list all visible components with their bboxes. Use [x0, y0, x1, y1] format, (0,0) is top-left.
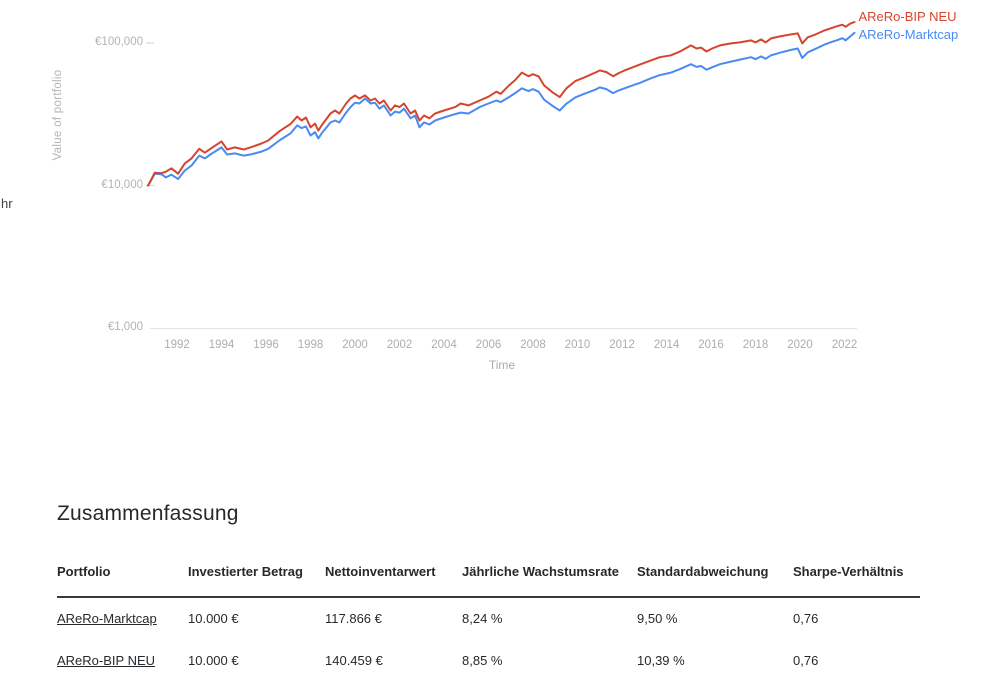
x-tick-label: 2016	[698, 339, 724, 351]
x-tick-label: 2020	[787, 339, 813, 351]
x-tick-label: 2000	[342, 339, 368, 351]
summary-table-header-row: Portfolio Investierter Betrag Nettoinventa…	[57, 556, 920, 598]
cell-stddev: 9,50 %	[637, 611, 678, 626]
cell-nav: 117.866 €	[325, 611, 382, 626]
x-tick-label: 2002	[386, 339, 413, 351]
x-tick-label: 1994	[208, 339, 235, 351]
cell-sharpe: 0,76	[793, 611, 819, 626]
x-tick-label: 2010	[564, 339, 591, 351]
y-tick-label: €1,000	[107, 321, 143, 333]
y-tick-label: €100,000	[95, 36, 143, 48]
portfolio-link-arero-bip-neu[interactable]: AReRo-BIP NEU	[57, 653, 156, 668]
y-axis-title: Value of portfolio	[52, 69, 64, 161]
x-tick-label: 2006	[475, 339, 502, 351]
column-header-nettoinventarwert: Nettoinventarwert	[325, 556, 462, 598]
x-tick-label: 2022	[831, 339, 858, 351]
summary-table: Portfolio Investierter Betrag Nettoinventa…	[57, 556, 920, 681]
column-header-j-hrliche-wachstumsrate: Jährliche Wachstumsrate	[462, 556, 637, 598]
cell-nav: 140.459 €	[325, 653, 383, 668]
x-tick-label: 1996	[253, 339, 279, 351]
column-header-sharpe-verh-ltnis: Sharpe-Verhältnis	[793, 556, 920, 598]
column-header-portfolio: Portfolio	[57, 556, 188, 598]
x-tick-label: 1992	[164, 339, 190, 351]
portfolio-value-chart: Value of portfolio Time €100,000 €10,000 €…	[0, 0, 1000, 400]
x-axis-title: Time	[488, 358, 516, 372]
cell-cagr: 8,24 %	[462, 611, 503, 626]
table-row-arero-marktcap: AReRo-Marktcap 10.000 € 117.866 € 8,24 % 9,5…	[57, 597, 920, 640]
series-line-arero-bip-neu[interactable]	[147, 21, 856, 187]
portfolio-link-arero-marktcap[interactable]: AReRo-Marktcap	[57, 611, 157, 626]
table-row-arero-bip-neu: AReRo-BIP NEU 10.000 € 140.459 € 8,85 % 10,3…	[57, 640, 920, 681]
chart-plot-area[interactable]	[0, 0, 1000, 400]
legend-label-arero-marktcap: AReRo-Marktcap	[858, 26, 959, 42]
cell-stddev: 10,39 %	[637, 653, 685, 668]
column-header-standardabweichung: Standardabweichung	[637, 556, 793, 598]
left-edge-clipped-text: hr	[1, 196, 13, 211]
x-tick-label: 2018	[742, 339, 769, 351]
x-tick-label: 2004	[431, 339, 457, 351]
series-line-arero-marktcap[interactable]	[147, 31, 856, 187]
cell-cagr: 8,85 %	[462, 653, 503, 668]
x-tick-label: 1998	[297, 339, 324, 351]
x-tick-label: 2014	[653, 339, 680, 351]
summary-section: Zusammenfassung Portfolio Investierter Be…	[57, 502, 920, 681]
x-tick-label: 2012	[609, 339, 635, 351]
cell-invested: 10.000 €	[188, 653, 239, 668]
legend-label-arero-bip-neu: AReRo-BIP NEU	[858, 8, 957, 24]
column-header-investierter-betrag: Investierter Betrag	[188, 556, 325, 598]
cell-sharpe: 0,76	[793, 653, 819, 668]
x-tick-label: 2008	[520, 339, 546, 351]
summary-title: Zusammenfassung	[57, 502, 239, 525]
y-tick-label: €10,000	[101, 178, 143, 191]
cell-invested: 10.000 €	[188, 611, 239, 626]
